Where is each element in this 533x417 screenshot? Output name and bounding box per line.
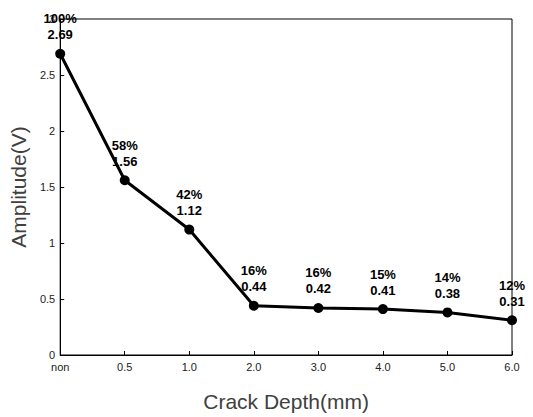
svg-text:1.0: 1.0 bbox=[182, 361, 197, 373]
svg-text:1.5: 1.5 bbox=[40, 181, 55, 193]
svg-text:0.38: 0.38 bbox=[435, 286, 460, 301]
svg-text:5.0: 5.0 bbox=[440, 361, 455, 373]
svg-text:0: 0 bbox=[49, 349, 55, 361]
svg-text:12%: 12% bbox=[499, 278, 525, 293]
svg-text:100%: 100% bbox=[44, 11, 78, 26]
svg-text:Crack Depth(mm): Crack Depth(mm) bbox=[203, 390, 369, 413]
svg-text:16%: 16% bbox=[305, 265, 331, 280]
svg-text:0.31: 0.31 bbox=[499, 294, 524, 309]
svg-text:2: 2 bbox=[49, 125, 55, 137]
svg-text:2.69: 2.69 bbox=[48, 27, 73, 42]
svg-text:14%: 14% bbox=[434, 270, 460, 285]
svg-text:2.5: 2.5 bbox=[40, 69, 55, 81]
svg-text:15%: 15% bbox=[370, 267, 396, 282]
svg-text:4.0: 4.0 bbox=[375, 361, 390, 373]
svg-text:0.42: 0.42 bbox=[306, 281, 331, 296]
svg-text:1.56: 1.56 bbox=[112, 154, 137, 169]
svg-text:0.41: 0.41 bbox=[370, 283, 395, 298]
svg-text:0.5: 0.5 bbox=[40, 293, 55, 305]
svg-text:non: non bbox=[51, 361, 69, 373]
svg-text:0.5: 0.5 bbox=[117, 361, 132, 373]
svg-text:16%: 16% bbox=[241, 263, 267, 278]
svg-text:42%: 42% bbox=[176, 187, 202, 202]
svg-text:0.44: 0.44 bbox=[241, 279, 267, 294]
svg-text:3.0: 3.0 bbox=[311, 361, 326, 373]
svg-text:1: 1 bbox=[49, 237, 55, 249]
svg-text:Amplitude(V): Amplitude(V) bbox=[7, 126, 30, 247]
svg-text:58%: 58% bbox=[112, 138, 138, 153]
svg-text:2.0: 2.0 bbox=[246, 361, 261, 373]
svg-text:6.0: 6.0 bbox=[504, 361, 519, 373]
svg-text:1.12: 1.12 bbox=[177, 203, 202, 218]
